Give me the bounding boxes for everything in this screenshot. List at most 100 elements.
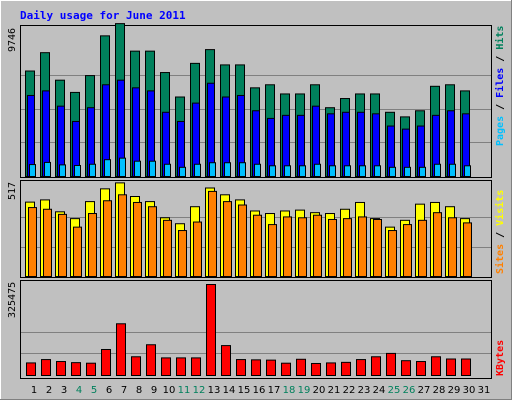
bar-sites-day-28 [433,212,442,277]
day-label-13: 13 [208,385,221,396]
bar-sites-day-20 [313,214,322,277]
bar-kbytes-day-12 [191,357,201,376]
bar-pages-day-16 [254,163,261,178]
bars-layer [25,23,472,377]
bar-sites-day-27 [418,219,427,277]
bar-pages-day-18 [284,165,291,177]
bar-pages-day-10 [164,163,171,178]
day-label-7: 7 [121,385,127,396]
day-label-28: 28 [433,385,446,396]
bar-kbytes-day-9 [146,344,156,377]
day-label-20: 20 [313,385,326,396]
day-label-9: 9 [151,385,157,396]
bar-sites-day-3 [58,213,67,278]
day-label-4: 4 [76,385,82,396]
bar-pages-day-27 [419,166,426,178]
bar-sites-day-22 [343,218,352,277]
bar-sites-day-23 [358,216,367,278]
day-label-3: 3 [61,385,67,396]
bar-pages-day-21 [329,165,336,177]
bar-sites-day-16 [253,214,262,277]
legend-visits: Visits [494,190,506,226]
bar-kbytes-day-27 [416,361,426,377]
bar-sites-day-11 [178,230,187,278]
day-label-17: 17 [268,385,281,396]
bar-kbytes-day-5 [86,362,96,376]
bar-sites-day-29 [448,217,457,277]
day-label-5: 5 [91,385,97,396]
bar-sites-day-8 [133,201,142,277]
day-labels: 1 2 3 4 5 6 7 8 9 10 11 12 13 14 15 16 17 18 19 20 21 22 23 24 2… [31,385,491,396]
bar-kbytes-day-20 [311,362,321,376]
bar-sites-day-14 [223,201,232,277]
bar-sites-day-24 [373,218,382,278]
day-label-15: 15 [238,385,251,396]
bar-pages-day-29 [449,163,456,178]
bar-pages-day-12 [194,163,201,178]
ymax-label-visits: 517 [7,182,18,200]
bar-kbytes-day-22 [341,361,351,376]
bar-kbytes-day-16 [251,359,261,377]
bar-kbytes-day-4 [71,362,81,376]
legend-pages: Pages [495,116,506,146]
bar-kbytes-day-13 [206,284,216,376]
legend-visits-panel: Sites / Visits [494,190,506,274]
bar-sites-day-4 [73,226,82,277]
day-label-8: 8 [136,385,142,396]
bar-kbytes-day-25 [386,352,396,377]
bar-pages-day-3 [59,164,66,177]
bar-pages-day-24 [374,165,381,177]
bar-kbytes-day-21 [326,362,336,377]
bar-sites-day-17 [268,224,277,278]
bar-sites-day-6 [103,200,112,278]
legend-sep-2: / [495,50,506,68]
bar-pages-day-9 [149,160,156,177]
bar-pages-day-22 [344,165,351,177]
bar-sites-day-10 [163,219,172,277]
bar-pages-day-23 [359,165,366,177]
chart-title: Daily usage for June 2011 [20,9,186,22]
bar-sites-day-19 [298,217,307,277]
bar-kbytes-day-8 [131,356,141,376]
bar-kbytes-day-29 [446,358,456,377]
bar-pages-day-25 [389,166,396,178]
bar-sites-day-26 [403,224,412,278]
bar-pages-day-4 [74,164,81,177]
day-label-31: 31 [478,385,491,396]
day-label-12: 12 [193,385,206,396]
legend-sep-1: / [495,98,506,116]
legend-sites: Sites [494,244,506,274]
legend-kbytes: KBytes [495,340,506,376]
bar-pages-day-6 [104,159,111,178]
day-label-24: 24 [373,385,386,396]
bar-pages-day-30 [464,165,471,177]
bar-kbytes-day-14 [221,345,231,376]
bar-sites-day-2 [43,208,52,277]
bar-pages-day-8 [134,160,141,177]
day-label-29: 29 [448,385,461,396]
bar-kbytes-day-15 [236,359,246,377]
bar-pages-day-28 [434,163,441,178]
bar-kbytes-day-26 [401,360,411,377]
bar-sites-day-21 [328,218,337,278]
bar-sites-day-7 [118,194,127,277]
bar-kbytes-day-18 [281,362,291,376]
day-label-18: 18 [283,385,296,396]
bar-sites-day-15 [238,204,247,277]
bar-kbytes-day-2 [41,359,51,377]
bar-kbytes-day-6 [101,348,111,377]
bar-sites-day-12 [193,221,202,278]
bar-kbytes-day-30 [461,358,471,377]
legend-hits: Hits [494,26,506,50]
bar-pages-day-2 [44,161,51,177]
day-label-6: 6 [106,385,112,396]
bar-kbytes-day-23 [356,359,366,377]
day-label-25: 25 [388,385,401,396]
bar-kbytes-day-17 [266,359,276,376]
bar-pages-day-15 [239,162,246,177]
bar-pages-day-20 [314,163,321,178]
bar-sites-day-1 [28,207,37,277]
bar-kbytes-day-3 [56,361,66,377]
